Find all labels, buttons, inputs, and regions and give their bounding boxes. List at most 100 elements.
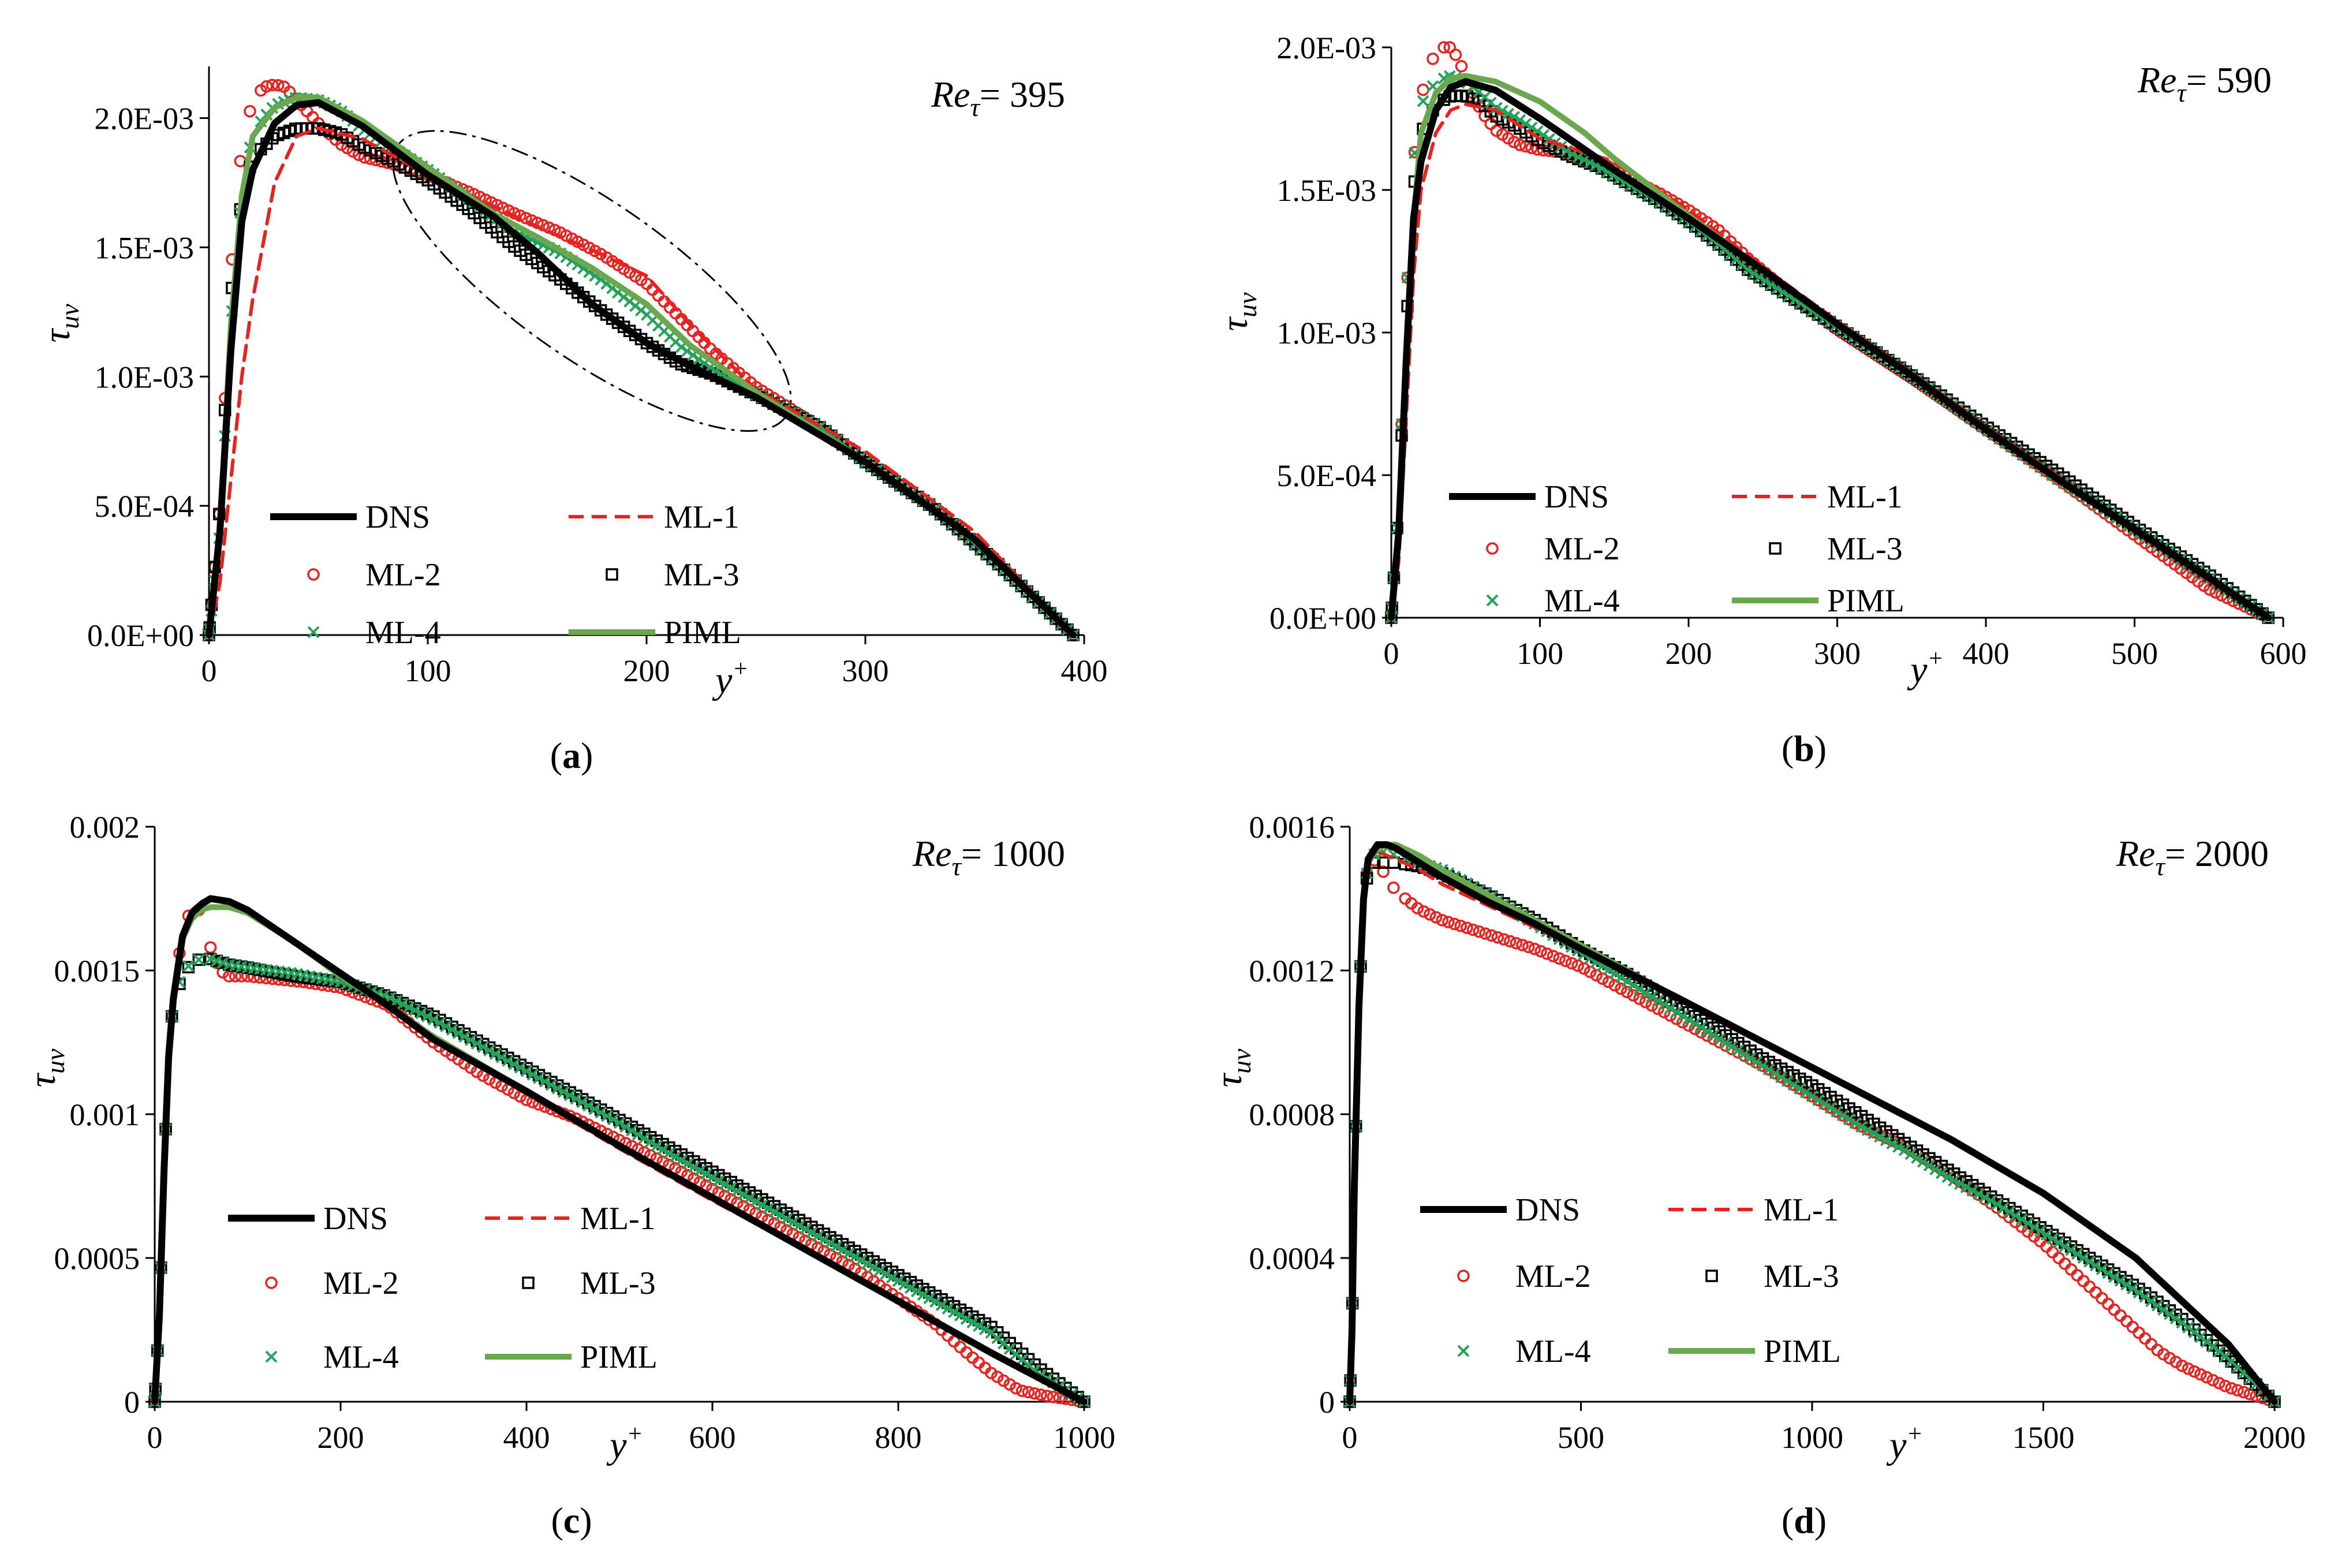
data-point [1387,881,1400,894]
x-axis-label: y+ [606,1421,643,1466]
data-point [1676,1010,1689,1022]
data-point [1985,1194,1997,1207]
data-point [892,1275,905,1287]
legend-item-ml-2: ML-2 [1457,1259,1591,1294]
y-tick-label: 0.0004 [1249,1241,1335,1276]
legend-item-ml-3: ML-3 [1769,531,1903,567]
data-point [1757,1059,1769,1072]
data-point [1917,1155,1929,1168]
x-tick-label: 500 [1558,1420,1604,1455]
data-point [502,1054,514,1067]
data-point [1417,905,1430,918]
data-point [991,1371,1004,1383]
x-axis-label-sup: + [1927,645,1943,672]
data-point [2169,1312,2182,1324]
series-dns [1346,841,2278,1405]
data-point [1806,1090,1818,1103]
data-point [427,1013,440,1026]
data-point [563,1089,576,1102]
data-point [2089,1259,2102,1272]
data-point [576,1096,589,1108]
data-point [477,1041,490,1053]
data-point [440,1020,452,1033]
legend-label: ML-2 [1515,1259,1591,1294]
y-axis-label-sub: uv [1233,292,1262,318]
y-tick-label: 0.001 [70,1097,140,1132]
y-axis-label: τuv [1213,292,1262,331]
data-point [2194,1368,2207,1381]
data-point [886,1271,898,1284]
data-point [2028,1221,2040,1233]
data-point [1578,154,1590,166]
data-point [1608,979,1621,992]
re-value: = 1000 [961,833,1065,874]
x-tick-label: 400 [1061,654,1108,688]
data-point [1559,954,1572,968]
data-point [2003,1205,2016,1218]
data-point [182,960,195,972]
caption-close: ) [581,735,593,776]
legend-label: ML-1 [1827,479,1903,515]
data-point [1417,95,1429,107]
data-point [526,1068,539,1081]
x-tick-label: 0 [147,1420,163,1455]
legend-label: ML-1 [580,1201,656,1237]
data-point [997,1374,1010,1387]
data-point [1818,1097,1831,1110]
legend: DNS ML-1 ML-2 ML-3 ML-4 PIML [270,499,741,651]
data-point [260,80,273,93]
y-tick-label: 2.0E-03 [1277,31,1376,65]
x-tick-label: 800 [875,1420,922,1455]
data-point [910,1285,923,1298]
legend-item-ml-4: ML-4 [1486,583,1620,619]
series-ml-4 [203,91,1080,641]
data-point [873,1264,886,1277]
data-point [1528,942,1541,955]
data-point [954,1309,966,1322]
x-tick-label: 500 [2111,636,2158,671]
data-point [1738,1048,1750,1061]
y-tick-label: 0.0012 [1249,954,1335,988]
legend-label: ML-4 [1544,583,1620,619]
data-point [1880,1134,1892,1147]
x-tick-label: 600 [2260,636,2307,671]
data-point [1640,987,1652,999]
data-point [1898,1144,1911,1156]
data-point [1948,1174,1960,1187]
data-point [533,1072,545,1084]
data-point [1824,1102,1837,1114]
x-tick-label: 400 [503,1420,550,1455]
data-point [2126,1320,2139,1334]
legend-item-piml: PIML [1732,583,1904,619]
x-tick-label: 0 [1342,1420,1358,1455]
legend-item-ml-2: ML-2 [1486,531,1620,567]
data-point [2071,1269,2083,1282]
series-line-piml [206,94,1076,638]
data-point [1658,998,1671,1010]
data-point [700,1168,712,1180]
re-sub: τ [2176,78,2187,107]
data-point [1028,1387,1041,1400]
legend-label: DNS [1515,1192,1580,1228]
y-axis-label-main: τ [1208,1073,1250,1088]
y-axis-label: τuv [36,304,84,343]
data-point [1436,914,1448,927]
y-tick-label: 0.0015 [54,954,140,988]
data-point [2052,1236,2065,1249]
legend-swatch-marker [265,1276,278,1289]
data-point [787,1216,799,1229]
y-axis-label: τuv [21,1048,70,1088]
data-point [2010,1209,2022,1222]
data-point [1966,1184,1979,1197]
data-point [182,961,195,974]
legend: DNS ML-1 ML-2 ML-3 ML-4 PIML [1449,479,1904,619]
legend-label: ML-4 [365,615,441,651]
y-tick-label: 1.5E-03 [1277,173,1376,208]
legend-label: PIML [1827,583,1904,619]
legend-swatch-marker [1769,542,1782,555]
caption-close: ) [1814,1500,1827,1541]
data-point [2040,1229,2053,1241]
data-point [2169,1356,2182,1368]
re-sub: τ [970,92,980,122]
data-point [2083,1255,2096,1268]
